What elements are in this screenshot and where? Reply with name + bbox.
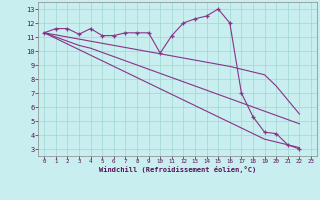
X-axis label: Windchill (Refroidissement éolien,°C): Windchill (Refroidissement éolien,°C) <box>99 166 256 173</box>
